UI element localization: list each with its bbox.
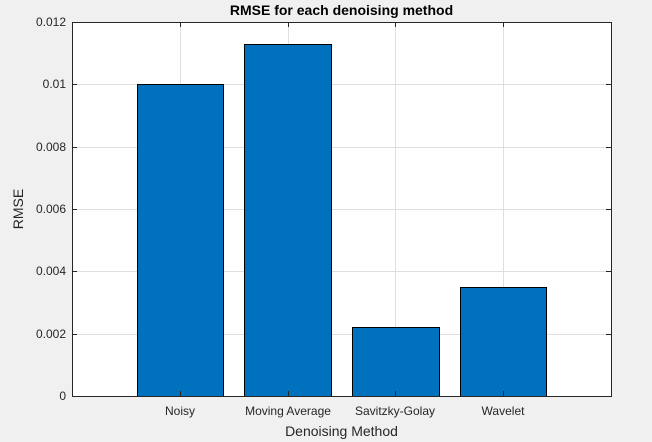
y-tick-label: 0.01: [43, 77, 67, 91]
x-tick-label: Moving Average: [245, 404, 331, 418]
y-tick-label: 0.006: [36, 202, 66, 216]
y-tick-label: 0.002: [36, 327, 66, 341]
x-tick-label: Wavelet: [482, 404, 526, 418]
x-axis-ticks: Noisy Moving Average Savitzky-Golay Wavelet: [165, 22, 525, 418]
x-tick-label: Noisy: [165, 404, 195, 418]
bar-moving-average: [244, 44, 332, 397]
bars: [137, 44, 547, 397]
bar-savitzky-golay: [352, 327, 440, 397]
y-tick-label: 0.008: [36, 140, 66, 154]
x-axis-label: Denoising Method: [285, 423, 398, 439]
y-axis-label: RMSE: [10, 189, 26, 229]
y-tick-label: 0.004: [36, 264, 66, 278]
y-tick-label: 0: [59, 389, 66, 403]
chart-title: RMSE for each denoising method: [230, 2, 453, 18]
x-tick-label: Savitzky-Golay: [355, 404, 435, 418]
y-axis-ticks: 0 0.002 0.004 0.006 0.008 0.01 0.012: [36, 15, 611, 403]
bar-wavelet: [460, 287, 547, 397]
bar-noisy: [137, 84, 224, 397]
y-tick-label: 0.012: [36, 15, 66, 29]
